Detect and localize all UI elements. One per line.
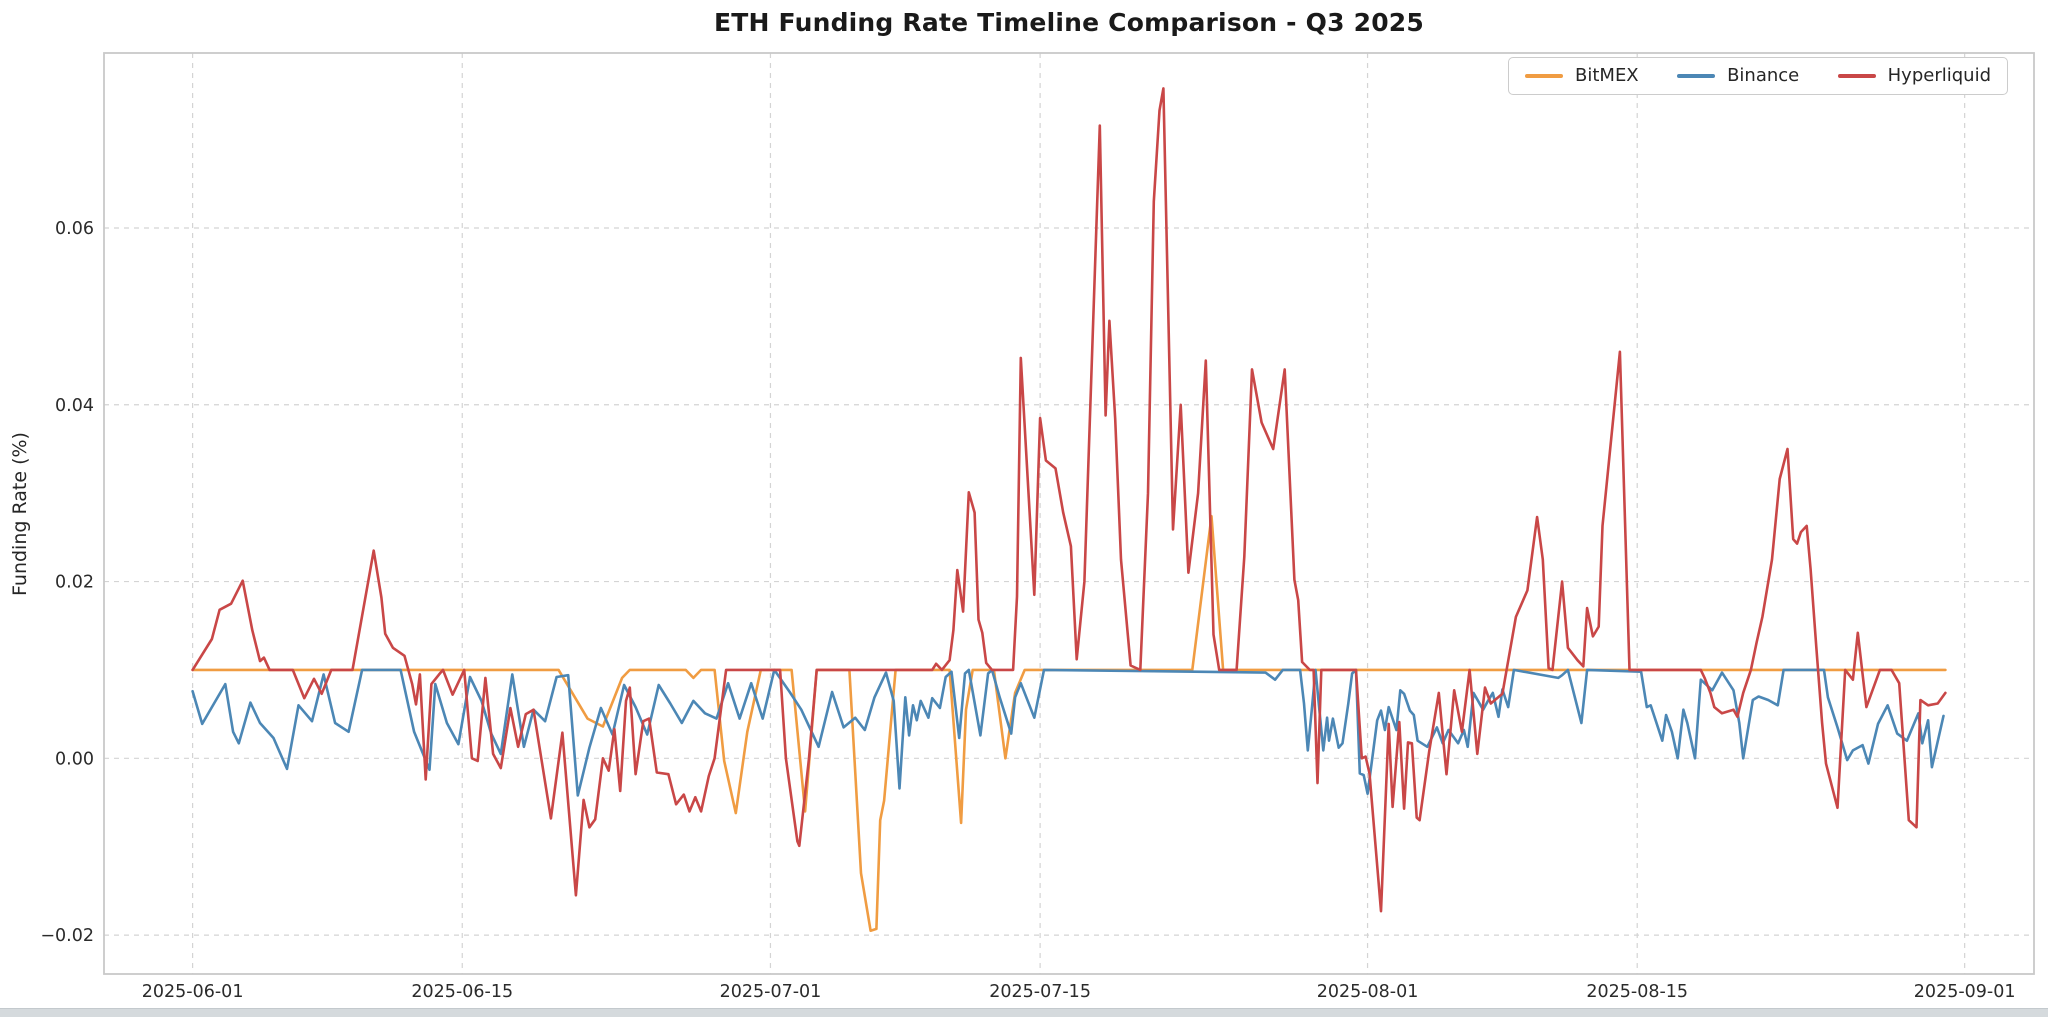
legend-item-bitmex: BitMEX [1525,67,1639,85]
legend-label-hyperliquid: Hyperliquid [1887,65,1991,86]
axes-spines [103,52,2035,975]
y-tick-label: 0.00 [55,749,94,769]
x-tick-label: 2025-07-15 [989,982,1091,1002]
legend-label-binance: Binance [1727,65,1800,86]
x-tick-label: 2025-08-01 [1317,982,1419,1002]
legend-item-binance: Binance [1677,67,1799,85]
binance-line-swatch-icon [1677,74,1716,78]
x-tick-label: 2025-09-01 [1914,982,2016,1002]
legend-label-bitmex: BitMEX [1575,65,1639,86]
x-tick-label: 2025-06-01 [142,982,244,1002]
y-tick-label: 0.02 [55,573,94,593]
x-tick-label: 2025-08-15 [1586,982,1688,1002]
x-tick-label: 2025-07-01 [720,982,822,1002]
bitmex-line-swatch-icon [1525,74,1563,78]
chart-title: ETH Funding Rate Timeline Comparison - Q… [713,8,1424,37]
y-tick-label: −0.02 [40,926,94,946]
y-tick-label: 0.04 [55,396,94,416]
series-line-hyperliquid [191,87,1947,913]
hyperliquid-line-swatch-icon [1837,74,1876,78]
series-line-bitmex [191,514,1947,933]
y-tick-label: 0.06 [55,219,94,239]
legend: BitMEX Binance Hyperliquid [1508,57,2008,95]
window-bottom-edge [0,1008,2048,1017]
legend-item-hyperliquid: Hyperliquid [1837,65,1991,86]
series-line-binance [191,668,1945,797]
x-tick-label: 2025-06-15 [411,982,513,1002]
